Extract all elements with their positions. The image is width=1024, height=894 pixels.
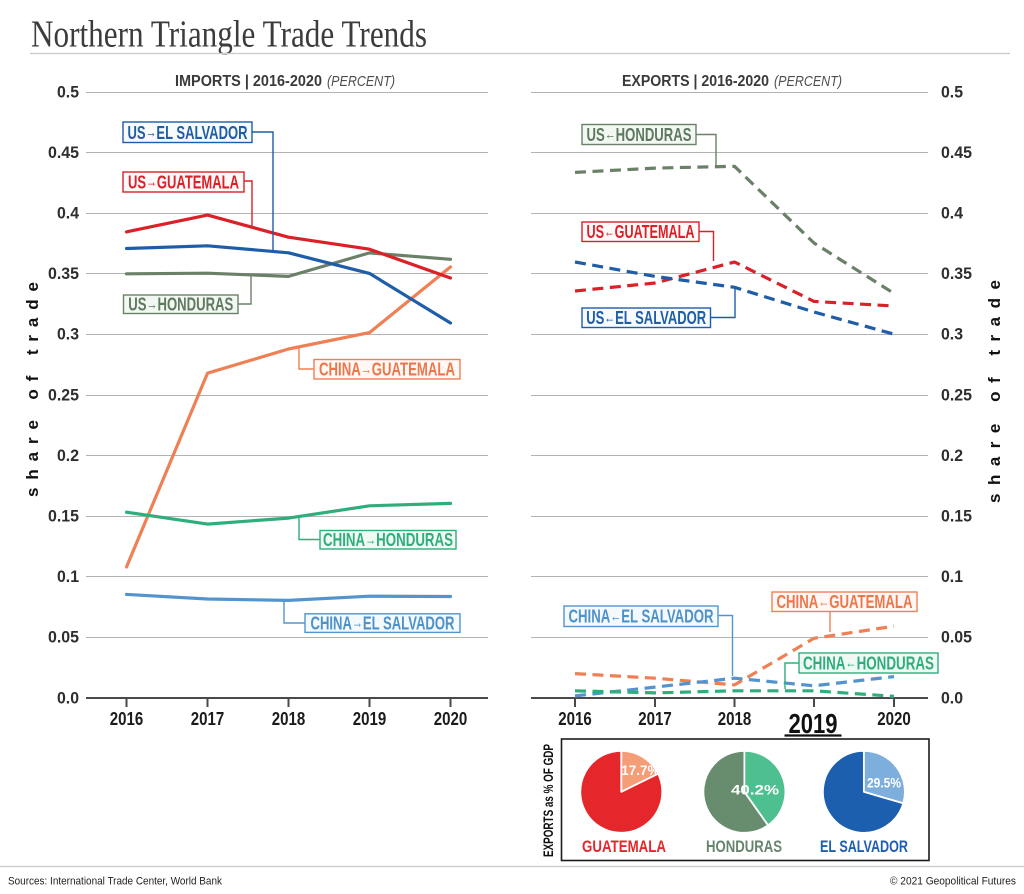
svg-text:IMPORTS | 2016-2020: IMPORTS | 2016-2020 [175, 73, 322, 90]
svg-text:US→GUATEMALA: US→GUATEMALA [128, 173, 239, 193]
svg-text:0.05: 0.05 [941, 629, 972, 647]
svg-text:40.2%: 40.2% [731, 783, 779, 798]
svg-text:CHINA→EL SALVADOR: CHINA→EL SALVADOR [311, 614, 455, 634]
svg-text:0.2: 0.2 [941, 447, 963, 465]
svg-text:Northern Triangle Trade Trends: Northern Triangle Trade Trends [31, 14, 427, 56]
svg-text:GUATEMALA: GUATEMALA [582, 838, 666, 856]
svg-text:0.4: 0.4 [57, 205, 80, 223]
svg-text:0.1: 0.1 [941, 568, 963, 586]
svg-text:0.35: 0.35 [48, 265, 79, 283]
svg-text:2020: 2020 [877, 709, 911, 729]
svg-text:CHINA→HONDURAS: CHINA→HONDURAS [323, 530, 453, 550]
svg-text:0.0: 0.0 [57, 689, 79, 707]
svg-text:17.7%: 17.7% [621, 763, 659, 778]
svg-text:0.5: 0.5 [57, 83, 79, 101]
svg-text:© 2021 Geopolitical Futures: © 2021 Geopolitical Futures [890, 876, 1016, 888]
svg-text:2018: 2018 [272, 709, 306, 729]
svg-text:2019: 2019 [353, 709, 387, 729]
svg-text:0.3: 0.3 [941, 326, 963, 344]
svg-text:(PERCENT): (PERCENT) [327, 73, 395, 90]
svg-text:0.3: 0.3 [57, 326, 79, 344]
svg-text:0.0: 0.0 [941, 689, 963, 707]
svg-text:EXPORTS | 2016-2020: EXPORTS | 2016-2020 [622, 73, 769, 90]
svg-text:0.15: 0.15 [48, 508, 79, 526]
svg-text:0.45: 0.45 [48, 144, 79, 162]
svg-text:0.45: 0.45 [941, 144, 972, 162]
svg-text:2018: 2018 [718, 709, 752, 729]
svg-text:2020: 2020 [434, 709, 468, 729]
svg-text:CHINA←EL SALVADOR: CHINA←EL SALVADOR [569, 607, 714, 627]
svg-text:Sources: International Trade C: Sources: International Trade Center, Wor… [8, 876, 222, 888]
svg-text:US←GUATEMALA: US←GUATEMALA [587, 222, 695, 242]
svg-text:HONDURAS: HONDURAS [706, 838, 782, 856]
svg-text:US→EL SALVADOR: US→EL SALVADOR [128, 123, 248, 143]
svg-text:CHINA←HONDURAS: CHINA←HONDURAS [803, 654, 934, 674]
svg-text:0.25: 0.25 [941, 386, 972, 404]
svg-text:US→HONDURAS: US→HONDURAS [128, 295, 233, 315]
svg-text:0.1: 0.1 [57, 568, 79, 586]
svg-text:0.15: 0.15 [941, 508, 972, 526]
svg-text:2017: 2017 [191, 709, 225, 729]
svg-text:2016: 2016 [558, 709, 592, 729]
svg-text:2016: 2016 [110, 709, 144, 729]
svg-text:0.5: 0.5 [941, 83, 963, 101]
svg-text:CHINA→GUATEMALA: CHINA→GUATEMALA [319, 360, 455, 380]
svg-text:0.2: 0.2 [57, 447, 79, 465]
svg-text:2019: 2019 [789, 708, 838, 739]
svg-text:0.4: 0.4 [941, 205, 964, 223]
svg-text:CHINA←GUATEMALA: CHINA←GUATEMALA [777, 592, 913, 612]
svg-text:share of trade: share of trade [23, 282, 42, 497]
svg-text:0.05: 0.05 [48, 629, 79, 647]
svg-text:US←EL SALVADOR: US←EL SALVADOR [586, 308, 706, 328]
svg-text:EL SALVADOR: EL SALVADOR [820, 838, 908, 856]
svg-text:29.5%: 29.5% [867, 776, 901, 791]
svg-text:EXPORTS as % OF GDP: EXPORTS as % OF GDP [541, 744, 556, 857]
svg-text:US←HONDURAS: US←HONDURAS [587, 125, 692, 145]
svg-text:(PERCENT): (PERCENT) [774, 73, 842, 90]
svg-text:0.35: 0.35 [941, 265, 972, 283]
svg-text:2017: 2017 [638, 709, 672, 729]
svg-text:0.25: 0.25 [48, 386, 79, 404]
svg-text:share of trade: share of trade [985, 280, 1004, 503]
